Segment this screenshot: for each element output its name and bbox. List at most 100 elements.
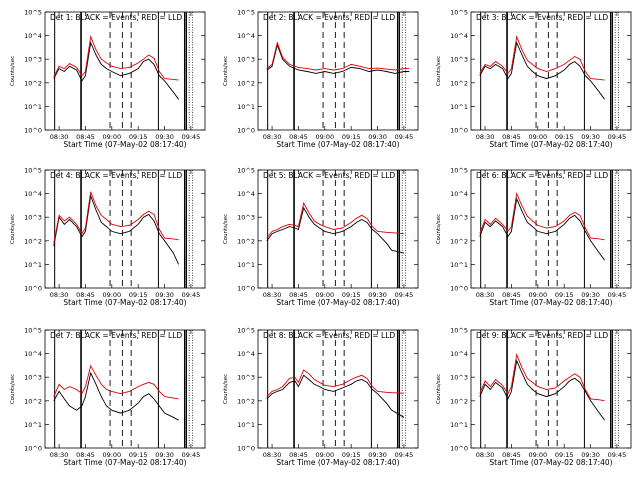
x-tick-label: 09:45 <box>608 451 627 459</box>
x-tick-label: 09:00 <box>315 291 334 299</box>
y-tick-label: 10^2 <box>24 237 42 245</box>
y-tick-label: 10^3 <box>450 214 468 222</box>
series-line-events <box>266 206 405 254</box>
x-tick-label: 09:45 <box>395 451 414 459</box>
panel-det-6: 10^0 10^1 10^2 10^3 10^4 10^5 08:30 08:45 09:00 0… <box>436 167 632 307</box>
y-axis-label: Counts/sec <box>10 374 16 404</box>
y-tick-label: 10^0 <box>237 445 255 453</box>
y-axis-label: Counts/sec <box>436 214 442 244</box>
y-tick-label: 10^3 <box>237 214 255 222</box>
y-tick-label: 10^5 <box>237 327 255 335</box>
x-tick-label: 08:30 <box>50 451 69 459</box>
y-tick-label: 10^0 <box>450 285 468 293</box>
x-tick-label: 08:30 <box>476 451 495 459</box>
y-tick-label: 10^5 <box>24 327 42 335</box>
y-tick-label: 10^2 <box>237 79 255 87</box>
y-tick-label: 10^5 <box>24 9 42 17</box>
series-line-events <box>53 41 179 100</box>
x-tick-label: 09:30 <box>155 451 174 459</box>
x-tick-label: 08:30 <box>476 291 495 299</box>
series-line-events <box>479 197 605 261</box>
series-line-lld <box>479 35 605 81</box>
series-line-lld <box>479 192 605 241</box>
y-tick-label: 10^0 <box>450 445 468 453</box>
series-line-lld <box>266 201 404 239</box>
x-tick-label: 08:45 <box>289 291 308 299</box>
x-tick-label: 08:30 <box>50 291 69 299</box>
y-tick-label: 10^1 <box>450 261 468 269</box>
series-line-lld <box>266 369 404 397</box>
x-tick-label: 09:30 <box>155 133 174 141</box>
y-tick-label: 10^2 <box>450 79 468 87</box>
y-axis-label: Counts/sec <box>223 374 229 404</box>
x-tick-label: 09:30 <box>581 133 600 141</box>
plot-frame <box>44 329 206 449</box>
x-axis-label: Start Time (07-May-02 08:17:40) <box>489 298 612 307</box>
x-tick-label: 09:15 <box>129 451 148 459</box>
x-tick-label: 09:45 <box>608 133 627 141</box>
x-tick-label: 08:45 <box>76 451 95 459</box>
series-line-events <box>53 371 179 421</box>
y-tick-label: 10^2 <box>24 397 42 405</box>
y-tick-label: 10^1 <box>237 261 255 269</box>
y-tick-label: 10^5 <box>450 327 468 335</box>
x-tick-label: 09:15 <box>342 451 361 459</box>
x-tick-label: 09:30 <box>368 451 387 459</box>
x-tick-label: 09:45 <box>182 451 201 459</box>
x-tick-label: 09:45 <box>608 291 627 299</box>
x-tick-label: 08:45 <box>502 133 521 141</box>
y-tick-label: 10^3 <box>237 56 255 64</box>
y-tick-label: 10^2 <box>450 397 468 405</box>
panel-title: Det 5: BLACK = Events, RED = LLD <box>263 171 395 180</box>
panel-title: Det 9: BLACK = Events, RED = LLD <box>476 331 608 340</box>
x-tick-label: 09:00 <box>528 291 547 299</box>
x-tick-label: 09:30 <box>155 291 174 299</box>
y-tick-label: 10^1 <box>450 421 468 429</box>
panel-title: Det 7: BLACK = Events, RED = LLD <box>50 331 182 340</box>
panel-title: Det 8: BLACK = Events, RED = LLD <box>263 331 395 340</box>
plot-frame <box>257 169 419 289</box>
y-tick-label: 10^0 <box>237 127 255 135</box>
panel-title: Det 4: BLACK = Events, RED = LLD <box>50 171 182 180</box>
panel-title: Det 2: BLACK = Events, RED = LLD <box>263 13 395 22</box>
panel-det-5: 10^0 10^1 10^2 10^3 10^4 10^5 08:30 08:45 09:00 0… <box>223 167 419 307</box>
x-tick-label: 09:30 <box>581 291 600 299</box>
x-tick-label: 09:30 <box>368 133 387 141</box>
x-tick-label: 09:15 <box>129 291 148 299</box>
y-tick-label: 10^4 <box>237 350 255 358</box>
x-tick-label: 08:30 <box>50 133 69 141</box>
y-tick-label: 10^3 <box>237 374 255 382</box>
x-tick-label: 09:00 <box>528 133 547 141</box>
y-tick-label: 10^5 <box>237 9 255 17</box>
y-axis-label: Counts/sec <box>223 56 229 86</box>
y-tick-label: 10^0 <box>24 127 42 135</box>
x-tick-label: 09:30 <box>368 291 387 299</box>
y-tick-label: 10^5 <box>24 167 42 175</box>
x-tick-label: 08:45 <box>76 133 95 141</box>
y-tick-label: 10^1 <box>237 421 255 429</box>
series-line-events <box>53 194 180 265</box>
series-line-lld <box>53 364 179 400</box>
series-line-lld <box>479 353 605 402</box>
y-tick-label: 10^3 <box>450 56 468 64</box>
x-tick-label: 08:30 <box>263 451 282 459</box>
plot-frame <box>257 11 419 131</box>
panel-det-9: 10^0 10^1 10^2 10^3 10^4 10^5 08:30 08:45 09:00 0… <box>436 327 632 467</box>
plot-frame <box>470 11 632 131</box>
y-tick-label: 10^1 <box>450 103 468 111</box>
x-axis-label: Start Time (07-May-02 08:17:40) <box>276 458 399 467</box>
y-tick-label: 10^4 <box>24 32 42 40</box>
x-tick-label: 08:45 <box>289 451 308 459</box>
series-line-lld <box>53 35 179 81</box>
x-tick-label: 09:00 <box>102 291 121 299</box>
x-tick-label: 08:45 <box>502 451 521 459</box>
x-axis-label: Start Time (07-May-02 08:17:40) <box>489 458 612 467</box>
x-tick-label: 09:45 <box>182 291 201 299</box>
plot-frame <box>257 329 419 449</box>
y-tick-label: 10^2 <box>237 397 255 405</box>
x-tick-label: 08:45 <box>76 291 95 299</box>
panel-title: Det 3: BLACK = Events, RED = LLD <box>476 13 608 22</box>
panel-det-4: 10^0 10^1 10^2 10^3 10^4 10^5 08:30 08:45 09:00 0… <box>10 167 206 307</box>
y-tick-label: 10^4 <box>237 32 255 40</box>
